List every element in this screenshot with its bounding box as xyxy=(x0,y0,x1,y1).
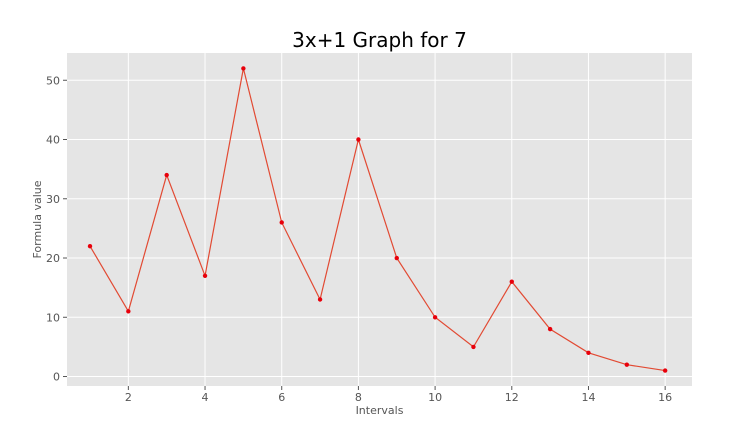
y-tick-label: 40 xyxy=(46,134,60,147)
data-point xyxy=(432,315,438,320)
data-point xyxy=(87,243,93,249)
data-point xyxy=(586,350,591,356)
x-tick-label: 10 xyxy=(428,391,442,404)
y-tick-label: 50 xyxy=(46,74,60,87)
data-point xyxy=(241,66,246,71)
data-point xyxy=(164,172,169,178)
y-tick-label: 20 xyxy=(46,252,60,265)
y-tick-label: 0 xyxy=(53,371,60,384)
x-tick-label: 8 xyxy=(355,391,362,404)
y-tick-label: 10 xyxy=(46,311,60,324)
x-tick-label: 14 xyxy=(581,391,595,404)
plot-background xyxy=(67,53,692,386)
data-point xyxy=(471,344,476,350)
data-point xyxy=(394,255,399,261)
data-point xyxy=(509,279,514,284)
x-tick-label: 6 xyxy=(278,391,285,404)
x-tick-label: 2 xyxy=(125,391,132,404)
grid-lines xyxy=(67,53,692,386)
series-layer xyxy=(87,66,668,373)
data-point xyxy=(202,273,208,278)
x-tick-labels: 2 4 6 8 10 12 14 16 xyxy=(125,386,672,404)
data-point xyxy=(126,309,131,314)
data-point xyxy=(356,137,361,142)
series-line xyxy=(89,68,666,372)
y-axis-label: Formula value xyxy=(31,180,44,258)
x-tick-label: 4 xyxy=(202,391,209,404)
x-axis-label: Intervals xyxy=(356,404,404,417)
y-tick-labels: 0 10 20 30 40 50 xyxy=(46,74,67,384)
data-point xyxy=(624,362,630,367)
x-tick-label: 16 xyxy=(658,391,672,404)
y-tick-label: 30 xyxy=(46,193,60,206)
chart-title: 3x+1 Graph for 7 xyxy=(292,28,467,52)
data-point xyxy=(662,368,668,373)
x-tick-label: 12 xyxy=(505,391,519,404)
data-point xyxy=(317,297,323,302)
data-point xyxy=(547,326,553,332)
data-point xyxy=(279,220,284,225)
